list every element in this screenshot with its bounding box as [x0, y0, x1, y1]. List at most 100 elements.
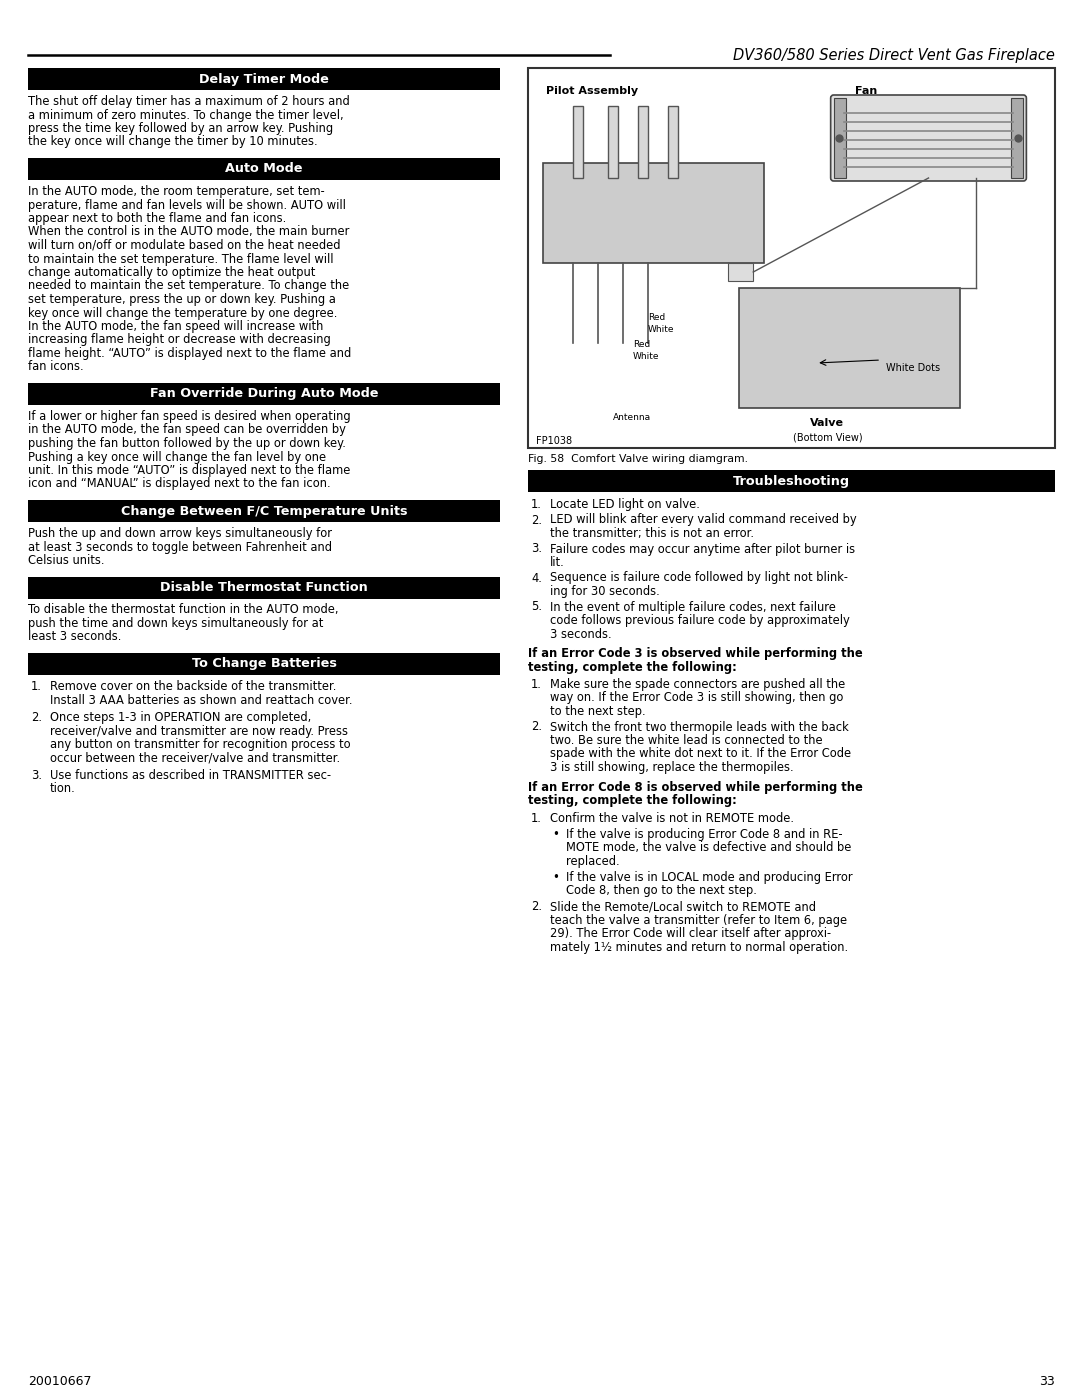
Text: receiver/valve and transmitter are now ready. Press: receiver/valve and transmitter are now r… — [50, 725, 348, 738]
Text: 1.: 1. — [531, 678, 542, 692]
Text: 3.: 3. — [31, 768, 42, 782]
Text: way on. If the Error Code 3 is still showing, then go: way on. If the Error Code 3 is still sho… — [550, 692, 843, 704]
Text: Slide the Remote/Local switch to REMOTE and: Slide the Remote/Local switch to REMOTE … — [550, 901, 816, 914]
Text: replaced.: replaced. — [566, 855, 620, 868]
Text: push the time and down keys simultaneously for at: push the time and down keys simultaneous… — [28, 617, 323, 630]
Text: In the AUTO mode, the fan speed will increase with: In the AUTO mode, the fan speed will inc… — [28, 320, 323, 332]
Text: FP1038: FP1038 — [536, 436, 572, 446]
Text: •: • — [552, 870, 558, 883]
Text: In the event of multiple failure codes, next failure: In the event of multiple failure codes, … — [550, 601, 836, 613]
Text: Fig. 58  Comfort Valve wiring diamgram.: Fig. 58 Comfort Valve wiring diamgram. — [528, 454, 748, 464]
Text: at least 3 seconds to toggle between Fahrenheit and: at least 3 seconds to toggle between Fah… — [28, 541, 332, 553]
Text: a minimum of zero minutes. To change the timer level,: a minimum of zero minutes. To change the… — [28, 109, 343, 122]
Text: least 3 seconds.: least 3 seconds. — [28, 630, 121, 644]
Text: Auto Mode: Auto Mode — [226, 162, 302, 176]
Text: in the AUTO mode, the fan speed can be overridden by: in the AUTO mode, the fan speed can be o… — [28, 423, 346, 436]
Text: If the valve is producing Error Code 8 and in RE-: If the valve is producing Error Code 8 a… — [566, 828, 842, 841]
Text: the transmitter; this is not an error.: the transmitter; this is not an error. — [550, 527, 754, 541]
Text: White: White — [633, 352, 660, 360]
Text: Delay Timer Mode: Delay Timer Mode — [199, 73, 329, 85]
Text: White: White — [648, 326, 675, 334]
Text: fan icons.: fan icons. — [28, 360, 83, 373]
Text: set temperature, press the up or down key. Pushing a: set temperature, press the up or down ke… — [28, 293, 336, 306]
Text: to maintain the set temperature. The flame level will: to maintain the set temperature. The fla… — [28, 253, 334, 265]
Text: press the time key followed by an arrow key. Pushing: press the time key followed by an arrow … — [28, 122, 333, 136]
Text: The shut off delay timer has a maximum of 2 hours and: The shut off delay timer has a maximum o… — [28, 95, 350, 108]
Text: occur between the receiver/valve and transmitter.: occur between the receiver/valve and tra… — [50, 752, 340, 764]
Text: Code 8, then go to the next step.: Code 8, then go to the next step. — [566, 884, 757, 897]
Text: 2.: 2. — [31, 711, 42, 724]
Bar — [28, 383, 500, 405]
Text: increasing flame height or decrease with decreasing: increasing flame height or decrease with… — [28, 334, 330, 346]
Bar — [739, 288, 960, 408]
Text: code follows previous failure code by approximately: code follows previous failure code by ap… — [550, 615, 850, 627]
Text: 2.: 2. — [531, 721, 542, 733]
Bar — [528, 68, 1055, 448]
Text: Confirm the valve is not in REMOTE mode.: Confirm the valve is not in REMOTE mode. — [550, 812, 794, 824]
Text: Fan Override During Auto Mode: Fan Override During Auto Mode — [150, 387, 378, 401]
Text: Remove cover on the backside of the transmitter.: Remove cover on the backside of the tran… — [50, 680, 336, 693]
Bar — [834, 98, 846, 177]
Text: tion.: tion. — [50, 782, 76, 795]
Bar — [1011, 98, 1024, 177]
Text: 4.: 4. — [531, 571, 542, 584]
Text: Red: Red — [648, 313, 665, 321]
Text: Make sure the spade connectors are pushed all the: Make sure the spade connectors are pushe… — [550, 678, 846, 692]
Bar — [28, 652, 500, 675]
Text: testing, complete the following:: testing, complete the following: — [528, 661, 737, 673]
Text: mately 1½ minutes and return to normal operation.: mately 1½ minutes and return to normal o… — [550, 942, 848, 954]
Text: •: • — [552, 828, 558, 841]
Text: Disable Thermostat Function: Disable Thermostat Function — [160, 581, 368, 594]
Text: to the next step.: to the next step. — [550, 705, 646, 718]
Bar — [608, 106, 618, 177]
Text: icon and “MANUAL” is displayed next to the fan icon.: icon and “MANUAL” is displayed next to t… — [28, 478, 330, 490]
Bar — [28, 158, 500, 180]
Text: Locate LED light on valve.: Locate LED light on valve. — [550, 497, 700, 511]
Bar — [28, 68, 500, 89]
Text: unit. In this mode “AUTO” is displayed next to the flame: unit. In this mode “AUTO” is displayed n… — [28, 464, 350, 476]
Text: pushing the fan button followed by the up or down key.: pushing the fan button followed by the u… — [28, 437, 346, 450]
Text: lit.: lit. — [550, 556, 565, 569]
Text: testing, complete the following:: testing, complete the following: — [528, 793, 737, 807]
Text: If an Error Code 8 is observed while performing the: If an Error Code 8 is observed while per… — [528, 781, 863, 793]
Text: 20010667: 20010667 — [28, 1375, 92, 1389]
Text: flame height. “AUTO” is displayed next to the flame and: flame height. “AUTO” is displayed next t… — [28, 346, 351, 360]
Text: key once will change the temperature by one degree.: key once will change the temperature by … — [28, 306, 337, 320]
Bar — [543, 163, 765, 263]
FancyBboxPatch shape — [831, 95, 1026, 182]
Text: Fan: Fan — [854, 87, 877, 96]
Text: Sequence is failure code followed by light not blink-: Sequence is failure code followed by lig… — [550, 571, 848, 584]
Text: Switch the front two thermopile leads with the back: Switch the front two thermopile leads wi… — [550, 721, 849, 733]
Text: To disable the thermostat function in the AUTO mode,: To disable the thermostat function in th… — [28, 604, 338, 616]
Bar — [528, 469, 1055, 492]
Text: teach the valve a transmitter (refer to Item 6, page: teach the valve a transmitter (refer to … — [550, 914, 847, 928]
Text: DV360/580 Series Direct Vent Gas Fireplace: DV360/580 Series Direct Vent Gas Firepla… — [733, 47, 1055, 63]
Text: the key once will change the timer by 10 minutes.: the key once will change the timer by 10… — [28, 136, 318, 148]
Text: 2.: 2. — [531, 901, 542, 914]
Text: two. Be sure the white lead is connected to the: two. Be sure the white lead is connected… — [550, 733, 823, 747]
Text: If an Error Code 3 is observed while performing the: If an Error Code 3 is observed while per… — [528, 647, 863, 659]
Text: perature, flame and fan levels will be shown. AUTO will: perature, flame and fan levels will be s… — [28, 198, 346, 211]
Bar — [573, 106, 583, 177]
Bar — [669, 106, 678, 177]
Text: 1.: 1. — [531, 497, 542, 511]
Bar — [28, 577, 500, 598]
Text: Pilot Assembly: Pilot Assembly — [546, 87, 638, 96]
Bar — [28, 500, 500, 522]
Bar — [728, 263, 753, 281]
Text: If a lower or higher fan speed is desired when operating: If a lower or higher fan speed is desire… — [28, 409, 351, 423]
Text: Change Between F/C Temperature Units: Change Between F/C Temperature Units — [121, 504, 407, 517]
Text: any button on transmitter for recognition process to: any button on transmitter for recognitio… — [50, 738, 351, 752]
Text: Use functions as described in TRANSMITTER sec-: Use functions as described in TRANSMITTE… — [50, 768, 332, 782]
Text: 3 is still showing, replace the thermopiles.: 3 is still showing, replace the thermopi… — [550, 761, 794, 774]
Text: 33: 33 — [1039, 1375, 1055, 1389]
Text: Once steps 1-3 in OPERATION are completed,: Once steps 1-3 in OPERATION are complete… — [50, 711, 311, 724]
Text: MOTE mode, the valve is defective and should be: MOTE mode, the valve is defective and sh… — [566, 841, 851, 855]
Text: When the control is in the AUTO mode, the main burner: When the control is in the AUTO mode, th… — [28, 225, 349, 239]
Text: Push the up and down arrow keys simultaneously for: Push the up and down arrow keys simultan… — [28, 527, 332, 541]
Text: (Bottom View): (Bottom View) — [793, 432, 862, 441]
Text: 5.: 5. — [531, 601, 542, 613]
Text: ing for 30 seconds.: ing for 30 seconds. — [550, 585, 660, 598]
Text: spade with the white dot next to it. If the Error Code: spade with the white dot next to it. If … — [550, 747, 851, 760]
Text: Red: Red — [633, 339, 650, 349]
